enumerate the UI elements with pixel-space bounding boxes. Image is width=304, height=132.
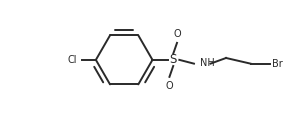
- Text: Cl: Cl: [67, 55, 77, 65]
- Text: S: S: [170, 53, 177, 66]
- Text: O: O: [166, 81, 173, 91]
- Text: O: O: [173, 29, 181, 39]
- Text: NH: NH: [200, 58, 214, 68]
- Text: Br: Br: [272, 59, 283, 69]
